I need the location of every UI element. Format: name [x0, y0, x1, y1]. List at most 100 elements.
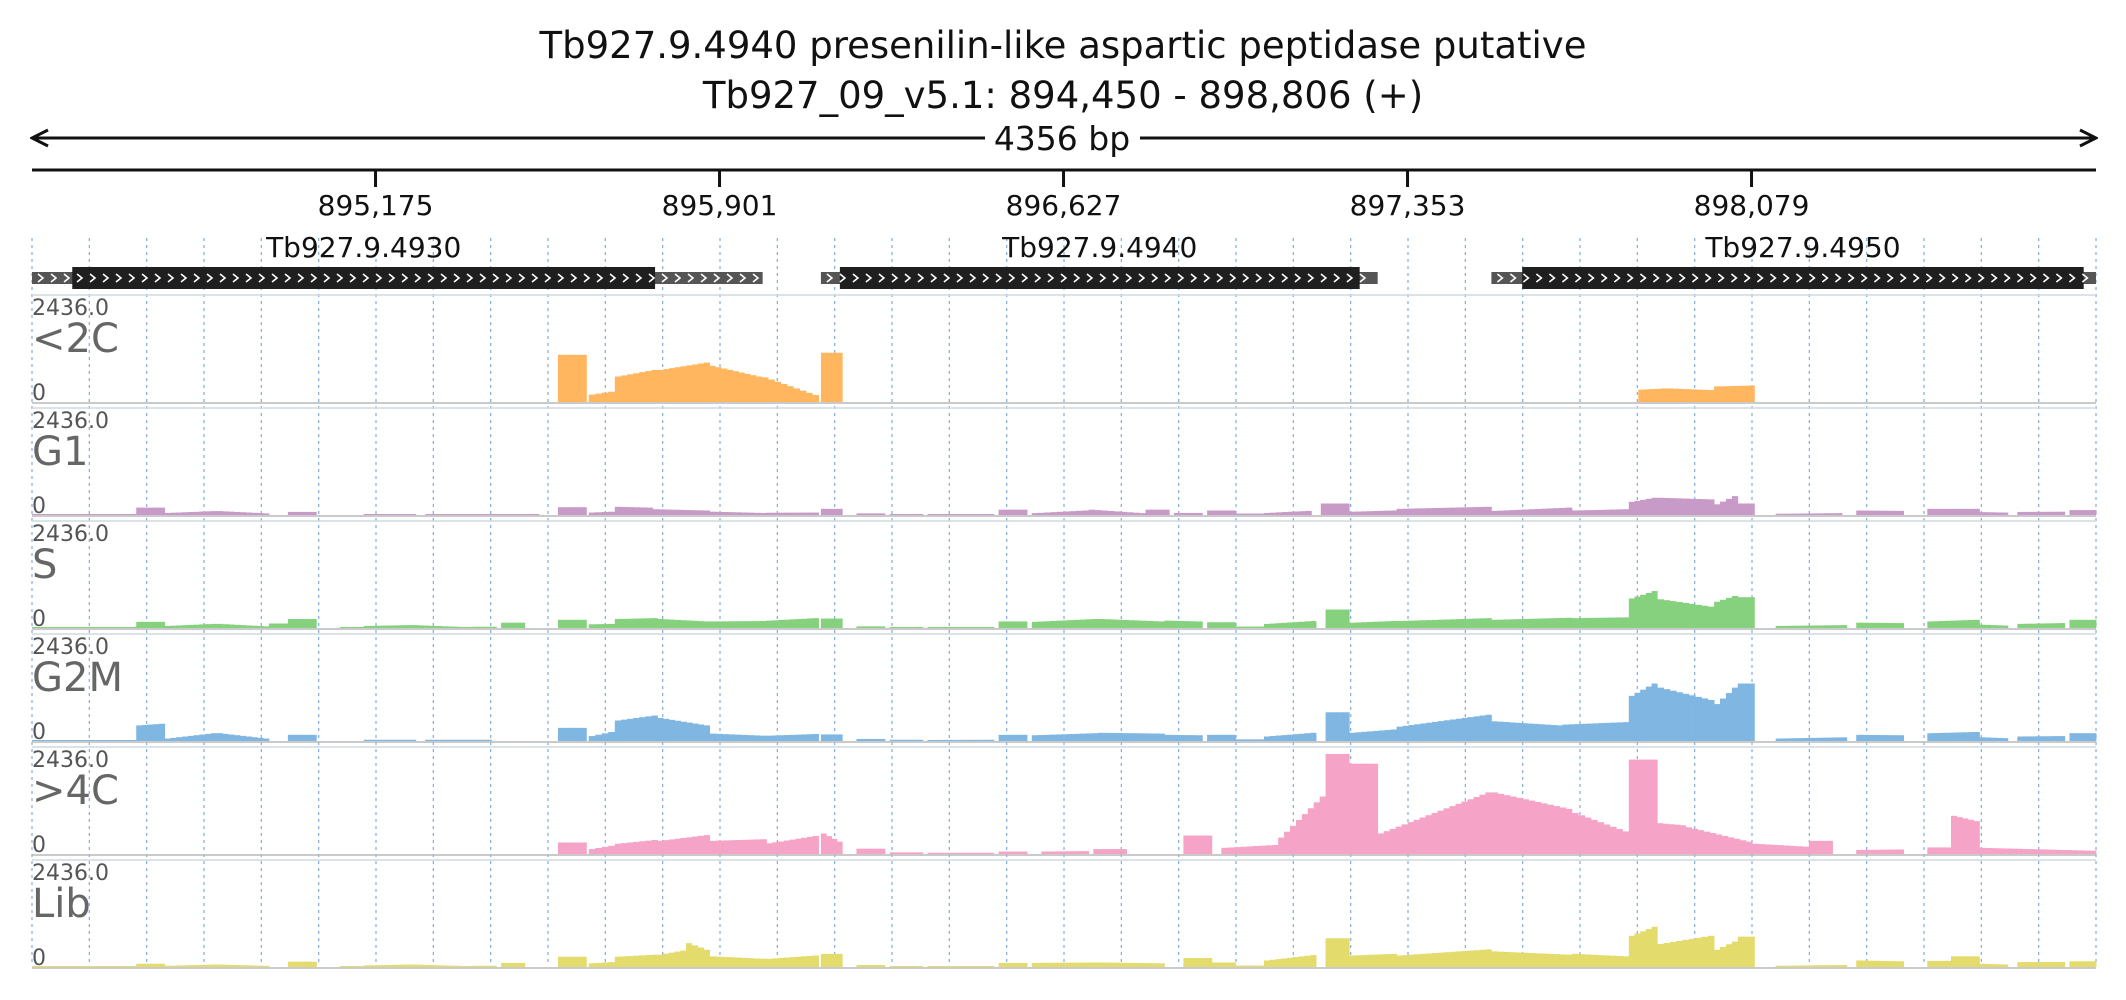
coverage-bar [1378, 730, 1386, 741]
coverage-bar [981, 852, 989, 854]
coverage-bar [1183, 835, 1190, 854]
coverage-bar [1467, 717, 1475, 741]
coverage-bar [831, 618, 838, 628]
coverage-bar [1080, 619, 1087, 628]
coverage-bar [410, 739, 417, 741]
coverage-bar [674, 951, 681, 967]
coverage-bar [263, 626, 270, 628]
coverage-bar [251, 625, 258, 628]
coverage-bar [1337, 754, 1344, 854]
coverage-bar [1553, 806, 1560, 854]
coverage-bar [111, 740, 119, 741]
coverage-bar [906, 965, 913, 967]
coverage-bar [2076, 510, 2084, 515]
x-tick-label: 895,901 [662, 189, 778, 222]
coverage-bar [44, 627, 51, 628]
coverage-bar [1235, 626, 1242, 628]
coverage-bar [1194, 835, 1201, 854]
coverage-bar [2089, 510, 2097, 515]
coverage-bar [998, 962, 1005, 967]
coverage-bar [801, 734, 808, 741]
coverage-bar [651, 954, 658, 967]
coverage-bar [957, 514, 965, 515]
coverage-bar [608, 623, 616, 628]
coverage-bar [1559, 507, 1567, 515]
coverage-bar [410, 513, 417, 515]
coverage-bar [1304, 955, 1311, 967]
coverage-bar [601, 511, 609, 515]
coverage-bar [998, 734, 1005, 741]
coverage-bar [81, 627, 88, 628]
coverage-bar [917, 514, 924, 515]
coverage-bar [1669, 498, 1677, 515]
coverage-bar [1879, 510, 1887, 515]
coverage-bar [703, 510, 710, 515]
coverage-bar [975, 627, 983, 628]
coverage-bar [1104, 619, 1111, 628]
coverage-bar [1856, 622, 1863, 628]
chart-title: Tb927.9.4940 presenilin-like aspartic pe… [539, 24, 1587, 67]
coverage-bar [1609, 955, 1617, 967]
coverage-bar [753, 839, 761, 854]
coverage-bar [275, 623, 282, 628]
coverage-bar [1743, 936, 1750, 967]
coverage-bar [2022, 848, 2029, 854]
coverage-bar [1503, 619, 1511, 628]
coverage-bar [691, 945, 699, 967]
coverage-bar [1684, 389, 1691, 402]
coverage-bar [1676, 940, 1683, 967]
coverage-bar [1775, 965, 1783, 967]
coverage-bar [917, 739, 924, 741]
coverage-bar [1361, 955, 1368, 967]
coverage-bar [1743, 683, 1750, 741]
coverage-bar [783, 619, 791, 628]
coverage-bar [753, 735, 761, 741]
strand-chevron [310, 273, 318, 283]
coverage-bar [381, 625, 388, 628]
coverage-bar [2069, 733, 2077, 741]
coverage-bar [2016, 848, 2023, 854]
coverage-bar [1897, 849, 1905, 854]
coverage-bar [93, 740, 100, 741]
coverage-bar [50, 966, 57, 967]
coverage-bar [222, 624, 229, 628]
coverage-bar [1516, 619, 1523, 628]
coverage-bar [1597, 617, 1604, 628]
coverage-bar [889, 965, 896, 967]
coverage-bar [1093, 849, 1100, 854]
coverage-bar [1805, 737, 1812, 741]
strand-chevron [50, 273, 58, 283]
coverage-bar [1281, 735, 1288, 741]
coverage-bar [732, 371, 739, 402]
gene-cds [839, 267, 1360, 289]
track-max-label: 2436.0 [32, 409, 109, 434]
coverage-bar [1979, 963, 1986, 967]
coverage-bar [461, 514, 468, 515]
coverage-bar [557, 956, 565, 967]
coverage-bar [2089, 619, 2097, 628]
coverage-bar [448, 626, 455, 628]
coverage-bar [1425, 815, 1432, 854]
coverage-bar [1473, 796, 1480, 854]
coverage-bar [1134, 733, 1141, 741]
coverage-bar [1559, 617, 1567, 628]
coverage-bar [1657, 497, 1664, 515]
coverage-bar [663, 953, 670, 967]
coverage-bar [68, 514, 76, 515]
coverage-bar [1879, 622, 1887, 628]
coverage-bar [2023, 962, 2030, 967]
coverage-bar [1258, 739, 1265, 741]
coverage-bar [1559, 807, 1567, 854]
coverage-bar [1094, 510, 1102, 515]
coverage-bar [975, 739, 983, 741]
strand-chevron [336, 273, 344, 283]
coverage-bar [709, 365, 716, 402]
strand-chevron [245, 273, 253, 283]
coverage-bar [722, 840, 729, 854]
strand-chevron [1925, 273, 1933, 283]
coverage-bar [187, 965, 195, 967]
coverage-bar [1044, 512, 1052, 515]
coverage-bar [1107, 510, 1115, 515]
coverage-bar [1603, 824, 1611, 854]
coverage-bar [363, 739, 370, 741]
